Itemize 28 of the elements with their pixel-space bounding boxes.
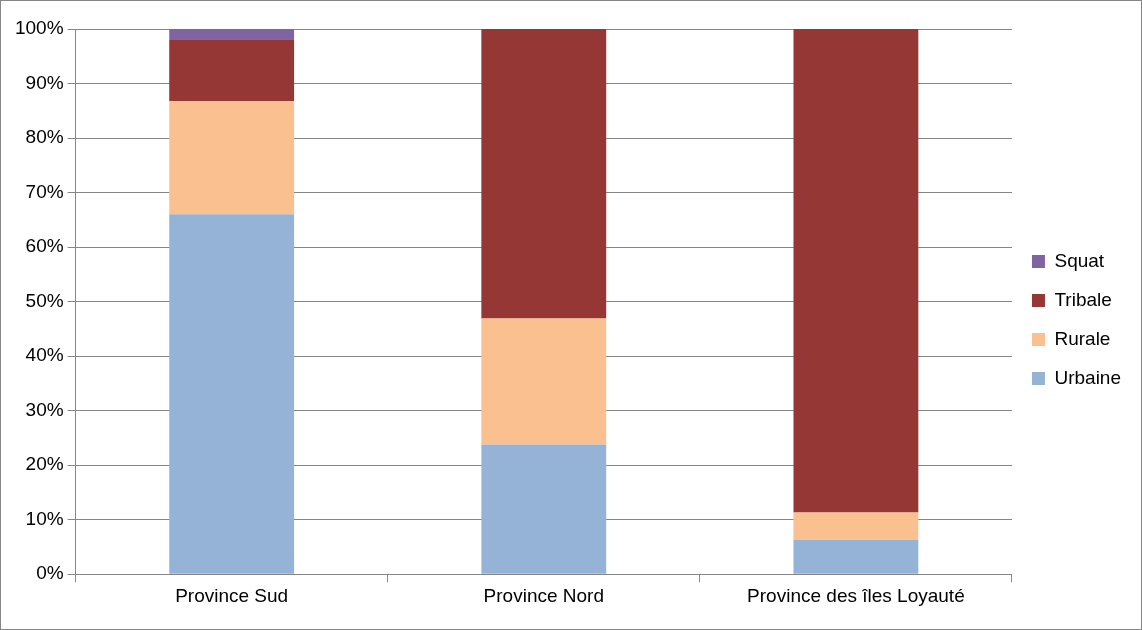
y-tick-label: 100% (14, 17, 64, 39)
y-tick-label: 20% (25, 453, 64, 475)
y-tick-label: 50% (25, 289, 64, 311)
bar (169, 214, 295, 574)
bar (169, 39, 295, 101)
legend-label: Urbaine (1054, 366, 1122, 388)
legend-label: Tribale (1054, 288, 1112, 310)
bar (481, 29, 607, 319)
x-tick-label: Province Nord (483, 584, 604, 606)
y-tick-label: 90% (25, 71, 64, 93)
y-tick-label: 30% (25, 398, 64, 420)
x-tick-label: Province des îles Loyauté (747, 584, 965, 606)
bar (793, 29, 919, 513)
y-tick-label: 0% (36, 562, 64, 584)
bar (793, 539, 919, 574)
legend-label: Rurale (1054, 327, 1111, 349)
y-tick-label: 40% (25, 344, 64, 366)
bar (481, 318, 607, 445)
x-tick-label: Province Sud (175, 584, 289, 606)
y-tick-label: 70% (25, 180, 64, 202)
bar (169, 100, 295, 215)
legend-label: Squat (1054, 249, 1105, 271)
bar (169, 29, 295, 40)
y-tick-label: 10% (25, 507, 64, 529)
y-tick-label: 80% (25, 126, 64, 148)
y-tick-label: 60% (25, 235, 64, 257)
bar (793, 512, 919, 540)
bar (481, 444, 607, 574)
